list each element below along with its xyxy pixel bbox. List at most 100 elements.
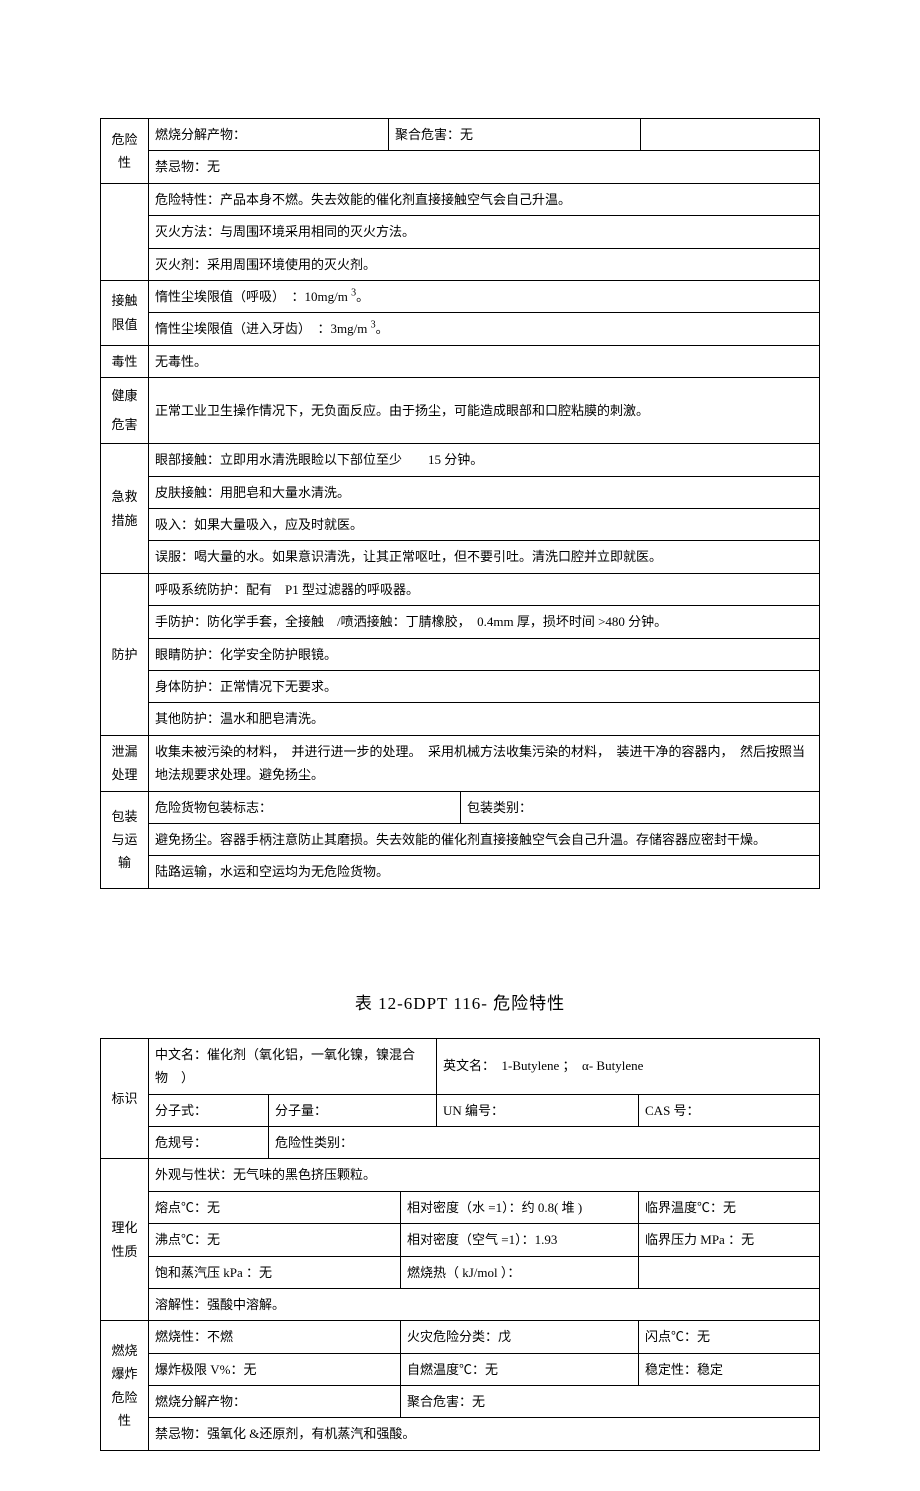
table-row: 灭火方法：与周围环境采用相同的灭火方法。 (101, 216, 820, 248)
table-row: 理化性质 外观与性状：无气味的黑色挤压颗粒。 (101, 1159, 820, 1191)
dust-limit-inhale: 惰性尘埃限值（呼吸） ：10mg/m 3。 (149, 280, 820, 312)
stability: 稳定性：稳定 (639, 1353, 820, 1385)
skin-contact: 皮肤接触：用肥皂和大量水清洗。 (149, 476, 820, 508)
un-number: UN 编号： (437, 1094, 639, 1126)
explosion-limit: 爆炸极限 V%：无 (149, 1353, 401, 1385)
cas-number: CAS 号： (639, 1094, 820, 1126)
table-row: 接触限值 惰性尘埃限值（呼吸） ：10mg/m 3。 (101, 280, 820, 312)
table-row: 泄漏处理 收集未被污染的材料， 并进行进一步的处理。 采用机械方法收集污染的材料… (101, 735, 820, 791)
table-row: 毒性 无毒性。 (101, 345, 820, 377)
row-label-fire: 燃烧爆炸危险性 (101, 1321, 149, 1451)
molecular-formula: 分子式： (149, 1094, 269, 1126)
row-label-protection: 防护 (101, 573, 149, 735)
table-row: 爆炸极限 V%：无 自燃温度℃：无 稳定性：稳定 (101, 1353, 820, 1385)
critical-temp: 临界温度℃：无 (639, 1191, 820, 1223)
table-row: 危险特性：产品本身不燃。失去效能的催化剂直接接触空气会自己升温。 (101, 183, 820, 215)
flammability: 燃烧性：不燃 (149, 1321, 401, 1353)
blank-cell (641, 119, 820, 151)
hazard-table-1: 危险性 燃烧分解产物： 聚合危害：无 禁忌物：无 危险特性：产品本身不燃。失去效… (100, 118, 820, 889)
table-row: 禁忌物：强氧化 &还原剂，有机蒸汽和强酸。 (101, 1418, 820, 1450)
health-hazard: 正常工业卫生操作情况下，无负面反应。由于扬尘，可能造成眼部和口腔粘膜的刺激。 (149, 378, 820, 444)
respiratory-protection: 呼吸系统防护：配有 P1 型过滤器的呼吸器。 (149, 573, 820, 605)
table-row: 标识 中文名：催化剂（氧化铝，一氧化镍，镍混合物 ） 英文名： 1-Butyle… (101, 1038, 820, 1094)
row-label-firstaid: 急救措施 (101, 444, 149, 574)
vapor-pressure: 饱和蒸汽压 kPa ：无 (149, 1256, 401, 1288)
table-row: 惰性尘埃限值（进入牙齿） ：3mg/m 3。 (101, 313, 820, 345)
hazard-number: 危规号： (149, 1126, 269, 1158)
eye-contact: 眼部接触：立即用水清洗眼睑以下部位至少 15 分钟。 (149, 444, 820, 476)
table-row: 眼睛防护：化学安全防护眼镜。 (101, 638, 820, 670)
packaging-category: 包装类别： (461, 791, 820, 823)
autoignition-temp: 自燃温度℃：无 (401, 1353, 639, 1385)
toxicity-value: 无毒性。 (149, 345, 820, 377)
spill-handling: 收集未被污染的材料， 并进行进一步的处理。 采用机械方法收集污染的材料， 装进干… (149, 735, 820, 791)
melting-point: 熔点℃：无 (149, 1191, 401, 1223)
boiling-point: 沸点℃：无 (149, 1224, 401, 1256)
table-row: 吸入：如果大量吸入，应及时就医。 (101, 509, 820, 541)
fire-hazard-class: 火灾危险分类：戊 (401, 1321, 639, 1353)
molecular-weight: 分子量： (269, 1094, 437, 1126)
english-name: 英文名： 1-Butylene ； α- Butylene (437, 1038, 820, 1094)
other-protection: 其他防护：温水和肥皂清洗。 (149, 703, 820, 735)
transport-note-1: 避免扬尘。容器手柄注意防止其磨损。失去效能的催化剂直接接触空气会自己升温。存储容… (149, 824, 820, 856)
body-protection: 身体防护：正常情况下无要求。 (149, 671, 820, 703)
table-row: 防护 呼吸系统防护：配有 P1 型过滤器的呼吸器。 (101, 573, 820, 605)
ingestion: 误服：喝大量的水。如果意识清洗，让其正常呕吐，但不要引吐。清洗口腔并立即就医。 (149, 541, 820, 573)
row-label-packaging: 包装与运输 (101, 791, 149, 888)
table-row: 分子式： 分子量： UN 编号： CAS 号： (101, 1094, 820, 1126)
row-label-hazard-cont (101, 183, 149, 280)
section-title: 表 12-6DPT 116- 危险特性 (100, 989, 820, 1014)
table-row: 身体防护：正常情况下无要求。 (101, 671, 820, 703)
blank-cell (639, 1256, 820, 1288)
table-row: 危险性 燃烧分解产物： 聚合危害：无 (101, 119, 820, 151)
combustion-products: 燃烧分解产物： (149, 119, 389, 151)
fire-method: 灭火方法：与周围环境采用相同的灭火方法。 (149, 216, 820, 248)
combustion-heat: 燃烧热（ kJ/mol ）： (401, 1256, 639, 1288)
packaging-mark: 危险货物包装标志： (149, 791, 461, 823)
row-label-toxicity: 毒性 (101, 345, 149, 377)
hazard-table-2: 标识 中文名：催化剂（氧化铝，一氧化镍，镍混合物 ） 英文名： 1-Butyle… (100, 1038, 820, 1451)
inhalation: 吸入：如果大量吸入，应及时就医。 (149, 509, 820, 541)
hazard-class: 危险性类别： (269, 1126, 820, 1158)
incompatibles: 禁忌物：无 (149, 151, 820, 183)
flash-point: 闪点℃：无 (639, 1321, 820, 1353)
table-row: 燃烧分解产物： 聚合危害：无 (101, 1386, 820, 1418)
table-row: 皮肤接触：用肥皂和大量水清洗。 (101, 476, 820, 508)
table-row: 避免扬尘。容器手柄注意防止其磨损。失去效能的催化剂直接接触空气会自己升温。存储容… (101, 824, 820, 856)
table-row: 熔点℃：无 相对密度（水 =1）：约 0.8( 堆 ) 临界温度℃：无 (101, 1191, 820, 1223)
table-row: 饱和蒸汽压 kPa ：无 燃烧热（ kJ/mol ）： (101, 1256, 820, 1288)
table-row: 沸点℃：无 相对密度（空气 =1）：1.93 临界压力 MPa ：无 (101, 1224, 820, 1256)
solubility: 溶解性：强酸中溶解。 (149, 1288, 820, 1320)
table-row: 陆路运输，水运和空运均为无危险货物。 (101, 856, 820, 888)
rel-density-air: 相对密度（空气 =1）：1.93 (401, 1224, 639, 1256)
row-label-id: 标识 (101, 1038, 149, 1159)
table-row: 包装与运输 危险货物包装标志： 包装类别： (101, 791, 820, 823)
critical-pressure: 临界压力 MPa ：无 (639, 1224, 820, 1256)
table-row: 灭火剂：采用周围环境使用的灭火剂。 (101, 248, 820, 280)
rel-density-water: 相对密度（水 =1）：约 0.8( 堆 ) (401, 1191, 639, 1223)
table-row: 误服：喝大量的水。如果意识清洗，让其正常呕吐，但不要引吐。清洗口腔并立即就医。 (101, 541, 820, 573)
table-row: 健康危害 正常工业卫生操作情况下，无负面反应。由于扬尘，可能造成眼部和口腔粘膜的… (101, 378, 820, 444)
incompatibles-2: 禁忌物：强氧化 &还原剂，有机蒸汽和强酸。 (149, 1418, 820, 1450)
table-row: 其他防护：温水和肥皂清洗。 (101, 703, 820, 735)
polymer-hazard-2: 聚合危害：无 (401, 1386, 820, 1418)
table-row: 手防护：防化学手套，全接触 /喷洒接触：丁腈橡胶， 0.4mm 厚，损坏时间 >… (101, 606, 820, 638)
polymer-hazard: 聚合危害：无 (389, 119, 641, 151)
row-label-exposure: 接触限值 (101, 280, 149, 345)
table-row: 燃烧爆炸危险性 燃烧性：不燃 火灾危险分类：戊 闪点℃：无 (101, 1321, 820, 1353)
row-label-hazard: 危险性 (101, 119, 149, 184)
dust-limit-teeth: 惰性尘埃限值（进入牙齿） ：3mg/m 3。 (149, 313, 820, 345)
danger-characteristics: 危险特性：产品本身不燃。失去效能的催化剂直接接触空气会自己升温。 (149, 183, 820, 215)
appearance: 外观与性状：无气味的黑色挤压颗粒。 (149, 1159, 820, 1191)
decomposition-products: 燃烧分解产物： (149, 1386, 401, 1418)
table-row: 溶解性：强酸中溶解。 (101, 1288, 820, 1320)
row-label-health: 健康危害 (101, 378, 149, 444)
table-row: 急救措施 眼部接触：立即用水清洗眼睑以下部位至少 15 分钟。 (101, 444, 820, 476)
table-row: 禁忌物：无 (101, 151, 820, 183)
extinguishing-agent: 灭火剂：采用周围环境使用的灭火剂。 (149, 248, 820, 280)
table-row: 危规号： 危险性类别： (101, 1126, 820, 1158)
row-label-phys: 理化性质 (101, 1159, 149, 1321)
transport-note-2: 陆路运输，水运和空运均为无危险货物。 (149, 856, 820, 888)
hand-protection: 手防护：防化学手套，全接触 /喷洒接触：丁腈橡胶， 0.4mm 厚，损坏时间 >… (149, 606, 820, 638)
eye-protection: 眼睛防护：化学安全防护眼镜。 (149, 638, 820, 670)
